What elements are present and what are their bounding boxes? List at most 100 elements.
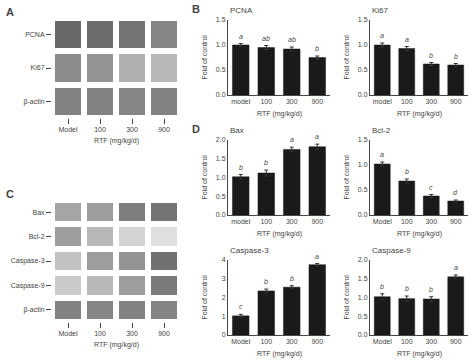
svg-text:β-actin: β-actin <box>23 98 44 106</box>
svg-text:c: c <box>429 184 433 191</box>
svg-text:b: b <box>315 45 319 52</box>
svg-text:2.0: 2.0 <box>216 136 226 143</box>
svg-text:model: model <box>231 98 251 105</box>
svg-text:1.0: 1.0 <box>216 41 226 48</box>
svg-text:300: 300 <box>286 218 298 225</box>
svg-text:1.0: 1.0 <box>358 294 368 301</box>
svg-text:900: 900 <box>311 218 323 225</box>
svg-text:Fold of control: Fold of control <box>201 275 208 320</box>
svg-text:PCNA: PCNA <box>230 6 253 15</box>
svg-text:100: 100 <box>260 98 272 105</box>
svg-text:RTF (mg/kg/d): RTF (mg/kg/d) <box>397 350 442 358</box>
svg-text:0: 0 <box>222 331 226 338</box>
svg-text:RTF (mg/kg/d): RTF (mg/kg/d) <box>257 110 302 118</box>
svg-text:b: b <box>239 164 243 171</box>
svg-text:1.5: 1.5 <box>358 136 368 143</box>
svg-text:D: D <box>192 123 200 135</box>
svg-text:1.5: 1.5 <box>216 155 226 162</box>
svg-text:100: 100 <box>260 218 272 225</box>
svg-text:b: b <box>264 159 268 166</box>
svg-text:RTF (mg/kg/d): RTF (mg/kg/d) <box>94 137 139 145</box>
svg-text:PCNA: PCNA <box>25 31 45 38</box>
svg-text:300: 300 <box>425 338 437 345</box>
svg-text:1.5: 1.5 <box>358 275 368 282</box>
svg-text:0.5: 0.5 <box>358 313 368 320</box>
svg-text:0.5: 0.5 <box>216 66 226 73</box>
svg-text:Model: Model <box>373 338 393 345</box>
svg-text:b: b <box>405 168 409 175</box>
svg-text:0.5: 0.5 <box>216 193 226 200</box>
svg-text:0.0: 0.0 <box>358 91 368 98</box>
svg-text:0.0: 0.0 <box>216 91 226 98</box>
svg-text:300: 300 <box>286 338 298 345</box>
svg-text:300: 300 <box>126 330 138 337</box>
svg-text:Fold of control: Fold of control <box>201 35 208 80</box>
svg-text:b: b <box>429 286 433 293</box>
svg-text:3: 3 <box>222 275 226 282</box>
svg-text:Bcl-2: Bcl-2 <box>29 233 45 240</box>
svg-text:RTF (mg/kg/d): RTF (mg/kg/d) <box>257 230 302 238</box>
svg-text:Fold of control: Fold of control <box>343 35 350 80</box>
svg-text:model: model <box>373 98 393 105</box>
svg-text:900: 900 <box>158 126 170 133</box>
svg-text:c: c <box>239 303 243 310</box>
svg-text:Ki67: Ki67 <box>372 6 389 15</box>
svg-text:1.5: 1.5 <box>216 16 226 23</box>
svg-text:a: a <box>380 151 384 158</box>
svg-text:900: 900 <box>450 98 462 105</box>
svg-text:0.0: 0.0 <box>358 331 368 338</box>
svg-text:Bax: Bax <box>230 126 244 135</box>
svg-text:2: 2 <box>222 294 226 301</box>
svg-text:300: 300 <box>126 126 138 133</box>
svg-text:300: 300 <box>425 98 437 105</box>
svg-text:b: b <box>290 275 294 282</box>
svg-text:900: 900 <box>450 218 462 225</box>
svg-text:a: a <box>380 32 384 39</box>
svg-text:Caspase-9: Caspase-9 <box>11 282 45 290</box>
svg-text:0.0: 0.0 <box>358 211 368 218</box>
svg-text:model: model <box>231 218 251 225</box>
svg-text:a: a <box>315 133 319 140</box>
svg-text:100: 100 <box>94 330 106 337</box>
svg-text:1.0: 1.0 <box>358 41 368 48</box>
svg-text:2.0: 2.0 <box>358 256 368 263</box>
svg-text:100: 100 <box>260 338 272 345</box>
svg-text:100: 100 <box>401 98 413 105</box>
svg-text:300: 300 <box>286 98 298 105</box>
svg-text:Ki67: Ki67 <box>31 64 45 71</box>
svg-text:ab: ab <box>288 36 296 43</box>
svg-text:Model: Model <box>58 126 78 133</box>
svg-text:100: 100 <box>401 338 413 345</box>
svg-text:Bax: Bax <box>33 209 46 216</box>
svg-text:Fold of control: Fold of control <box>201 155 208 200</box>
svg-text:4: 4 <box>222 256 226 263</box>
svg-text:Caspase-3: Caspase-3 <box>11 257 45 265</box>
svg-text:B: B <box>192 3 200 15</box>
svg-text:Model: Model <box>231 338 251 345</box>
svg-text:Fold of control: Fold of control <box>343 155 350 200</box>
svg-text:Caspase-3: Caspase-3 <box>230 246 269 255</box>
svg-text:b: b <box>405 285 409 292</box>
svg-text:Bcl-2: Bcl-2 <box>372 126 391 135</box>
svg-text:C: C <box>6 188 14 200</box>
svg-text:a: a <box>315 253 319 260</box>
svg-text:d: d <box>453 189 458 196</box>
svg-text:900: 900 <box>311 338 323 345</box>
svg-text:100: 100 <box>94 126 106 133</box>
svg-text:1: 1 <box>222 313 226 320</box>
svg-text:300: 300 <box>425 218 437 225</box>
svg-text:1.0: 1.0 <box>358 161 368 168</box>
svg-text:RTF (mg/kg/d): RTF (mg/kg/d) <box>397 230 442 238</box>
svg-text:100: 100 <box>401 218 413 225</box>
svg-text:a: a <box>454 264 458 271</box>
svg-text:RTF (mg/kg/d): RTF (mg/kg/d) <box>257 350 302 358</box>
svg-text:Model: Model <box>58 330 78 337</box>
svg-text:b: b <box>380 283 384 290</box>
svg-text:b: b <box>429 52 433 59</box>
svg-text:Caspase-9: Caspase-9 <box>372 246 411 255</box>
svg-text:b: b <box>454 53 458 60</box>
svg-text:0.5: 0.5 <box>358 186 368 193</box>
svg-text:RTF (mg/kg/d): RTF (mg/kg/d) <box>94 341 139 349</box>
svg-text:0.5: 0.5 <box>358 66 368 73</box>
svg-text:0.0: 0.0 <box>216 211 226 218</box>
